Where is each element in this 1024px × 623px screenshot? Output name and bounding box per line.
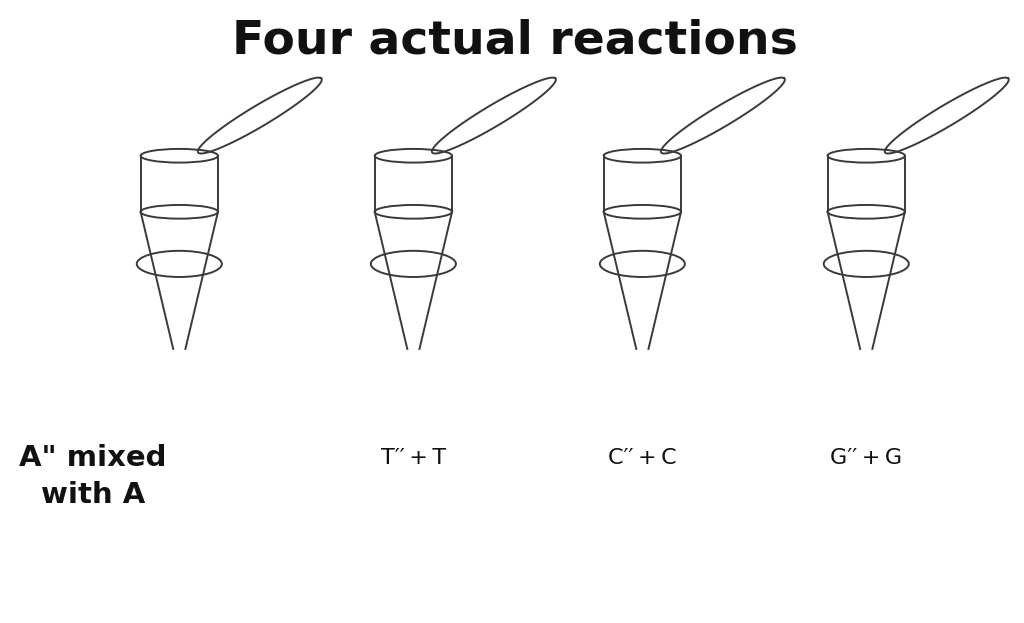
Text: with A: with A [41,482,145,509]
Text: G′′ + G: G′′ + G [830,448,902,468]
Text: Four actual reactions: Four actual reactions [232,19,798,64]
Text: C′′ + C: C′′ + C [608,448,677,468]
Text: T′′ + T: T′′ + T [381,448,445,468]
Text: A" mixed: A" mixed [19,444,167,472]
